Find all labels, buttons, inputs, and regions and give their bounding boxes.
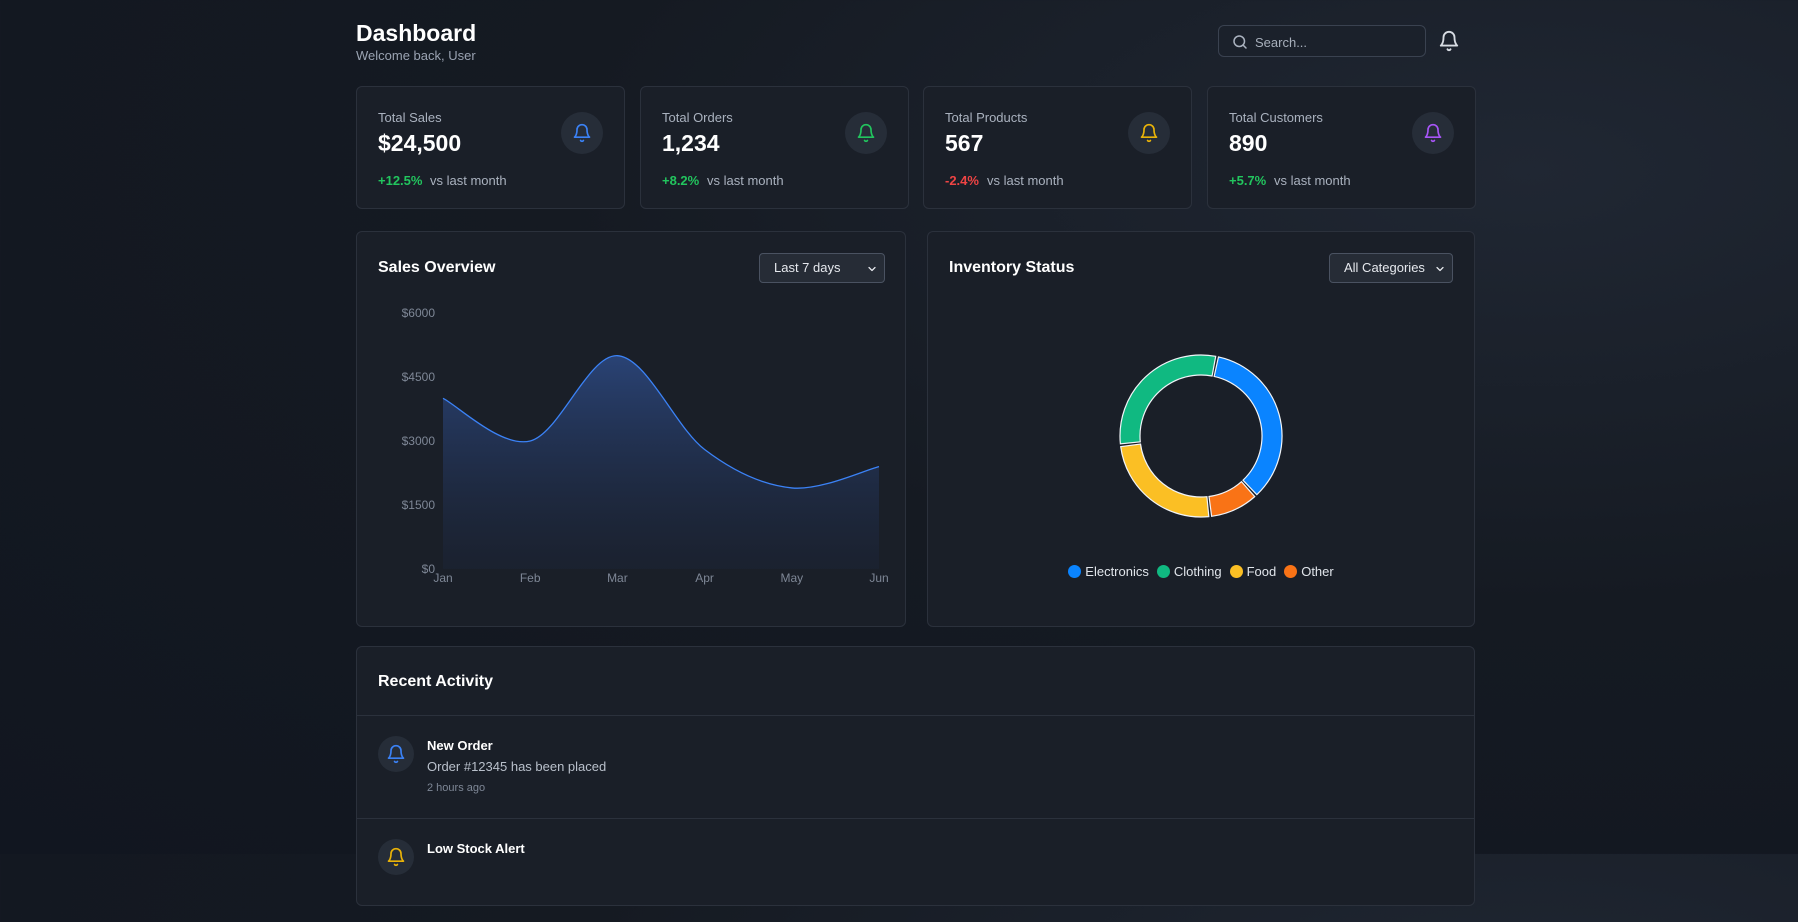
sales-overview-title: Sales Overview (378, 259, 496, 276)
x-tick-label: Feb (520, 571, 541, 585)
chevron-down-icon (868, 266, 876, 272)
activity-item[interactable]: Low Stock Alert (357, 818, 1474, 922)
x-tick-label: Jun (869, 571, 888, 585)
search-icon (1233, 35, 1247, 49)
chevron-down-icon (1436, 266, 1444, 272)
date-range-value: Last 7 days (774, 260, 841, 275)
stat-label: Total Orders (662, 110, 733, 125)
bell-icon (1423, 123, 1443, 143)
legend-label: Electronics (1085, 564, 1149, 579)
bell-icon (1139, 123, 1159, 143)
activity-time: 2 hours ago (427, 782, 486, 794)
activity-title: New Order (427, 738, 493, 753)
stat-icon-badge (845, 112, 887, 154)
stat-label: Total Sales (378, 110, 442, 125)
y-tick-label: $0 (422, 562, 436, 576)
stat-value: 567 (945, 130, 984, 156)
sales-overview-panel: Sales Overview Last 7 days $6000 $4500 $30… (356, 231, 906, 627)
activity-icon-badge (378, 736, 414, 772)
x-tick-label: May (780, 571, 803, 585)
activity-item[interactable]: New Order Order #12345 has been placed 2 h… (357, 715, 1474, 819)
category-select[interactable]: All Categories (1329, 253, 1453, 283)
dashboard-page: Dashboard Welcome back, User Total Sales… (356, 0, 1476, 906)
y-tick-label: $6000 (402, 306, 436, 320)
x-tick-label: Mar (607, 571, 628, 585)
bell-icon (572, 123, 592, 143)
y-tick-label: $1500 (402, 498, 436, 512)
category-value: All Categories (1344, 260, 1425, 275)
stat-compare-text: vs last month (987, 173, 1064, 188)
stat-card: Total Sales $24,500 +12.5% vs last month (356, 86, 625, 209)
legend-label: Other (1301, 564, 1334, 579)
donut-slice-clothing[interactable] (1119, 354, 1217, 445)
sales-line (442, 355, 880, 489)
stat-icon-badge (561, 112, 603, 154)
activity-icon-badge (378, 839, 414, 875)
stat-value: $24,500 (378, 130, 462, 156)
stat-icon-badge (1128, 112, 1170, 154)
y-tick-label: $4500 (402, 370, 436, 384)
page-title: Dashboard (356, 20, 477, 46)
legend-item: Other (1284, 564, 1334, 579)
stat-card: Total Orders 1,234 +8.2% vs last month (640, 86, 909, 209)
legend-swatch (1284, 565, 1298, 578)
legend-swatch (1156, 565, 1170, 578)
bell-icon (386, 847, 406, 867)
stat-label: Total Customers (1229, 110, 1323, 125)
stat-compare-text: vs last month (707, 173, 784, 188)
stat-change: -2.4% (945, 173, 979, 188)
date-range-select[interactable]: Last 7 days (759, 253, 885, 283)
legend-item: Clothing (1156, 564, 1222, 579)
inventory-status-panel: Inventory Status All Categories Electron… (927, 231, 1475, 627)
bell-icon (386, 744, 406, 764)
stat-value: 1,234 (662, 130, 720, 156)
stat-change: +8.2% (662, 173, 700, 188)
bell-icon (856, 123, 876, 143)
activity-title: Low Stock Alert (427, 841, 525, 856)
stat-compare-text: vs last month (1274, 173, 1351, 188)
y-tick-label: $3000 (402, 434, 436, 448)
stat-icon-badge (1412, 112, 1454, 154)
legend-label: Food (1246, 564, 1277, 579)
stat-compare-text: vs last month (430, 173, 507, 188)
legend-label: Clothing (1173, 564, 1222, 579)
stat-value: 890 (1229, 130, 1268, 156)
legend-swatch (1229, 565, 1243, 578)
recent-activity-panel: Recent Activity New Order Order #12345 ha… (356, 646, 1475, 906)
stat-change: +12.5% (378, 173, 423, 188)
chart-legend: Electronics Clothing Food Other (928, 564, 1474, 579)
donut-slice-food[interactable] (1120, 443, 1210, 518)
x-tick-label: Apr (695, 571, 714, 585)
notifications-bell-icon[interactable] (1438, 30, 1460, 52)
legend-swatch (1068, 565, 1082, 578)
legend-item: Food (1229, 564, 1277, 579)
stat-change: +5.7% (1229, 173, 1267, 188)
inventory-donut-chart (1119, 354, 1283, 518)
stat-card: Total Products 567 -2.4% vs last month (923, 86, 1192, 209)
search-input[interactable] (1253, 30, 1422, 54)
stat-card: Total Customers 890 +5.7% vs last month (1207, 86, 1476, 209)
search-box[interactable] (1218, 25, 1426, 57)
stat-label: Total Products (945, 110, 1028, 125)
donut-slice-electronics[interactable] (1213, 356, 1283, 496)
page-header: Dashboard Welcome back, User (356, 0, 1475, 86)
activity-description: Order #12345 has been placed (427, 759, 607, 774)
sales-area-fill (443, 355, 879, 569)
donut-slice-other[interactable] (1208, 480, 1256, 517)
page-subtitle: Welcome back, User (356, 48, 476, 63)
recent-activity-title: Recent Activity (378, 673, 493, 690)
x-tick-label: Jan (433, 571, 452, 585)
inventory-status-title: Inventory Status (949, 259, 1075, 276)
legend-item: Electronics (1068, 564, 1149, 579)
